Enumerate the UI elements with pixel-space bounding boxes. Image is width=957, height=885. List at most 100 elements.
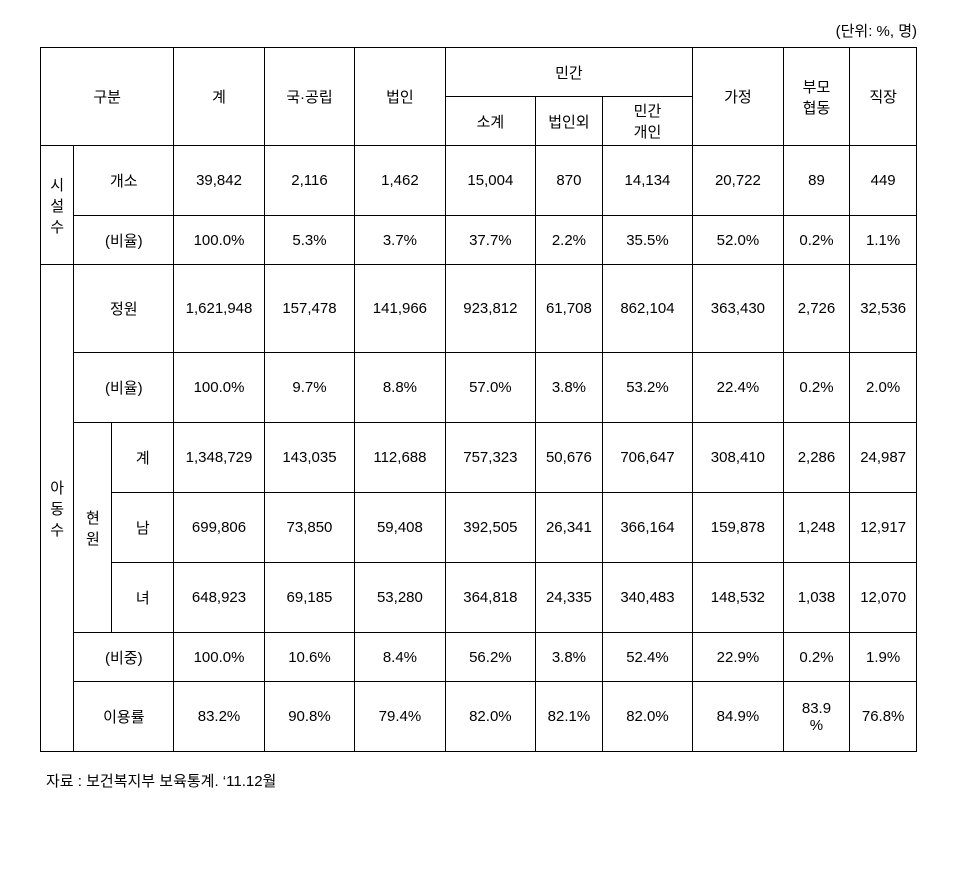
- cell: 1.1%: [850, 216, 917, 265]
- cell: 308,410: [693, 423, 783, 493]
- cell: 82.1%: [536, 682, 603, 752]
- cell: 706,647: [602, 423, 692, 493]
- hdr-gye: 계: [174, 48, 264, 146]
- rowgrp-siseolsu: 시설수: [41, 146, 74, 265]
- rowlbl-nyeo: 녀: [112, 563, 174, 633]
- cell: 3.8%: [536, 633, 603, 682]
- hdr-bumohyeopdong: 부모협동: [783, 48, 850, 146]
- cell: 870: [536, 146, 603, 216]
- cell: 449: [850, 146, 917, 216]
- cell: 84.9%: [693, 682, 783, 752]
- cell: 2.2%: [536, 216, 603, 265]
- cell: 39,842: [174, 146, 264, 216]
- hdr-jikjang: 직장: [850, 48, 917, 146]
- cell: 648,923: [174, 563, 264, 633]
- cell: 79.4%: [355, 682, 445, 752]
- unit-label: (단위: %, 명): [40, 20, 917, 41]
- cell: 82.0%: [445, 682, 535, 752]
- cell: 37.7%: [445, 216, 535, 265]
- rowlbl-nam: 남: [112, 493, 174, 563]
- cell: 862,104: [602, 265, 692, 353]
- hdr-beobin: 법인: [355, 48, 445, 146]
- cell: 159,878: [693, 493, 783, 563]
- cell: 0.2%: [783, 216, 850, 265]
- cell: 923,812: [445, 265, 535, 353]
- cell: 24,987: [850, 423, 917, 493]
- hdr-gajeong: 가정: [693, 48, 783, 146]
- cell: 76.8%: [850, 682, 917, 752]
- rowlbl-biyul1: (비율): [74, 216, 174, 265]
- cell: 53,280: [355, 563, 445, 633]
- cell: 52.4%: [602, 633, 692, 682]
- data-table: 구분 계 국·공립 법인 민간 가정 부모협동 직장 소계 법인외 민간개인 시…: [40, 47, 917, 752]
- cell: 9.7%: [264, 353, 354, 423]
- cell: 1.9%: [850, 633, 917, 682]
- cell: 2,116: [264, 146, 354, 216]
- hdr-sogye: 소계: [445, 97, 535, 146]
- cell: 22.9%: [693, 633, 783, 682]
- cell: 2,286: [783, 423, 850, 493]
- cell: 52.0%: [693, 216, 783, 265]
- cell: 50,676: [536, 423, 603, 493]
- cell: 148,532: [693, 563, 783, 633]
- cell: 112,688: [355, 423, 445, 493]
- hdr-beobinoe: 법인외: [536, 97, 603, 146]
- cell: 90.8%: [264, 682, 354, 752]
- hdr-gukgonglip: 국·공립: [264, 48, 354, 146]
- cell: 100.0%: [174, 353, 264, 423]
- cell: 3.8%: [536, 353, 603, 423]
- rowlbl-biyul2: (비율): [74, 353, 174, 423]
- cell: 141,966: [355, 265, 445, 353]
- cell: 340,483: [602, 563, 692, 633]
- rowlbl-iyong: 이용률: [74, 682, 174, 752]
- cell: 57.0%: [445, 353, 535, 423]
- rowlbl-bijung: (비중): [74, 633, 174, 682]
- cell: 5.3%: [264, 216, 354, 265]
- source-label: 자료 : 보건복지부 보육통계. ‘11.12월: [46, 770, 917, 791]
- cell: 3.7%: [355, 216, 445, 265]
- cell: 59,408: [355, 493, 445, 563]
- cell: 1,621,948: [174, 265, 264, 353]
- cell: 89: [783, 146, 850, 216]
- cell: 100.0%: [174, 216, 264, 265]
- cell: 35.5%: [602, 216, 692, 265]
- cell: 26,341: [536, 493, 603, 563]
- cell: 12,917: [850, 493, 917, 563]
- cell: 12,070: [850, 563, 917, 633]
- cell: 32,536: [850, 265, 917, 353]
- cell: 56.2%: [445, 633, 535, 682]
- hdr-mingan: 민간: [445, 48, 693, 97]
- cell: 143,035: [264, 423, 354, 493]
- cell: 757,323: [445, 423, 535, 493]
- cell: 366,164: [602, 493, 692, 563]
- rowgrp-hyeonwon: 현원: [74, 423, 112, 633]
- cell: 82.0%: [602, 682, 692, 752]
- cell: 0.2%: [783, 353, 850, 423]
- rowgrp-adongsu: 아동수: [41, 265, 74, 752]
- cell: 2,726: [783, 265, 850, 353]
- cell: 1,248: [783, 493, 850, 563]
- cell: 364,818: [445, 563, 535, 633]
- cell: 157,478: [264, 265, 354, 353]
- cell: 83.2%: [174, 682, 264, 752]
- cell: 1,348,729: [174, 423, 264, 493]
- cell: 22.4%: [693, 353, 783, 423]
- hdr-gubun: 구분: [41, 48, 174, 146]
- cell: 15,004: [445, 146, 535, 216]
- cell: 69,185: [264, 563, 354, 633]
- rowlbl-jeongwon: 정원: [74, 265, 174, 353]
- cell: 10.6%: [264, 633, 354, 682]
- cell: 53.2%: [602, 353, 692, 423]
- hdr-mingangaein: 민간개인: [602, 97, 692, 146]
- cell: 24,335: [536, 563, 603, 633]
- cell: 392,505: [445, 493, 535, 563]
- cell: 14,134: [602, 146, 692, 216]
- cell: 83.9%: [783, 682, 850, 752]
- cell: 2.0%: [850, 353, 917, 423]
- rowlbl-hgye: 계: [112, 423, 174, 493]
- cell: 8.8%: [355, 353, 445, 423]
- cell: 1,038: [783, 563, 850, 633]
- cell: 699,806: [174, 493, 264, 563]
- cell: 100.0%: [174, 633, 264, 682]
- cell: 20,722: [693, 146, 783, 216]
